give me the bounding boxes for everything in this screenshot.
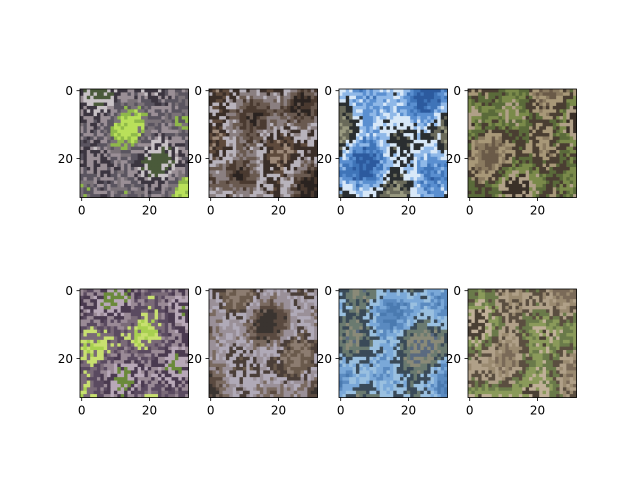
image-panel-2-4 — [468, 289, 577, 398]
y-tick-label: 20 — [446, 352, 461, 366]
axes-frame — [338, 288, 448, 398]
x-tick-label: 20 — [530, 204, 545, 218]
x-tick-label: 0 — [78, 404, 86, 418]
y-tick-label: 0 — [65, 84, 73, 98]
axes-frame — [208, 288, 318, 398]
y-tick-label: 0 — [194, 84, 202, 98]
y-tick-label: 0 — [324, 84, 332, 98]
subplot-1-1: 0 20 0 20 — [58, 84, 189, 218]
y-tick-label: 20 — [317, 152, 332, 166]
image-panel-1-1 — [80, 89, 189, 198]
image-panel-2-2 — [209, 289, 318, 398]
axes-frame — [467, 88, 577, 198]
image-panel-1-2 — [209, 89, 318, 198]
y-tick-label: 0 — [453, 84, 461, 98]
x-tick-label: 0 — [337, 404, 345, 418]
x-tick-label: 0 — [207, 204, 215, 218]
x-tick-label: 20 — [271, 404, 286, 418]
y-tick-label: 0 — [65, 284, 73, 298]
x-tick-label: 0 — [207, 404, 215, 418]
x-tick-label: 0 — [466, 404, 474, 418]
subplot-1-3: 0 20 0 20 — [317, 84, 448, 218]
x-tick-label: 20 — [271, 204, 286, 218]
y-tick-label: 0 — [194, 284, 202, 298]
x-tick-label: 20 — [401, 204, 416, 218]
image-panel-2-1 — [80, 289, 189, 398]
subplot-2-4: 0 20 0 20 — [446, 284, 577, 418]
y-tick-label: 20 — [446, 152, 461, 166]
axes-frame — [467, 288, 577, 398]
y-tick-label: 20 — [317, 352, 332, 366]
x-tick-label: 0 — [337, 204, 345, 218]
subplot-1-2: 0 20 0 20 — [187, 84, 318, 218]
image-panel-1-4 — [468, 89, 577, 198]
x-tick-label: 20 — [142, 404, 157, 418]
subplot-2-3: 0 20 0 20 — [317, 284, 448, 418]
y-tick-label: 20 — [187, 352, 202, 366]
subplot-2-2: 0 20 0 20 — [187, 284, 318, 418]
y-tick-label: 20 — [187, 152, 202, 166]
y-tick-label: 0 — [453, 284, 461, 298]
x-tick-label: 20 — [530, 404, 545, 418]
subplot-2-1: 0 20 0 20 — [58, 284, 189, 418]
x-tick-label: 20 — [142, 204, 157, 218]
y-tick-label: 20 — [58, 152, 73, 166]
x-tick-label: 0 — [466, 204, 474, 218]
image-panel-1-3 — [339, 89, 448, 198]
x-tick-label: 0 — [78, 204, 86, 218]
axes-frame — [338, 88, 448, 198]
y-tick-label: 20 — [58, 352, 73, 366]
image-panel-2-3 — [339, 289, 448, 398]
axes-frame — [79, 88, 189, 198]
subplot-1-4: 0 20 0 20 — [446, 84, 577, 218]
y-tick-label: 0 — [324, 284, 332, 298]
axes-frame — [79, 288, 189, 398]
axes-frame — [208, 88, 318, 198]
x-tick-label: 20 — [401, 404, 416, 418]
